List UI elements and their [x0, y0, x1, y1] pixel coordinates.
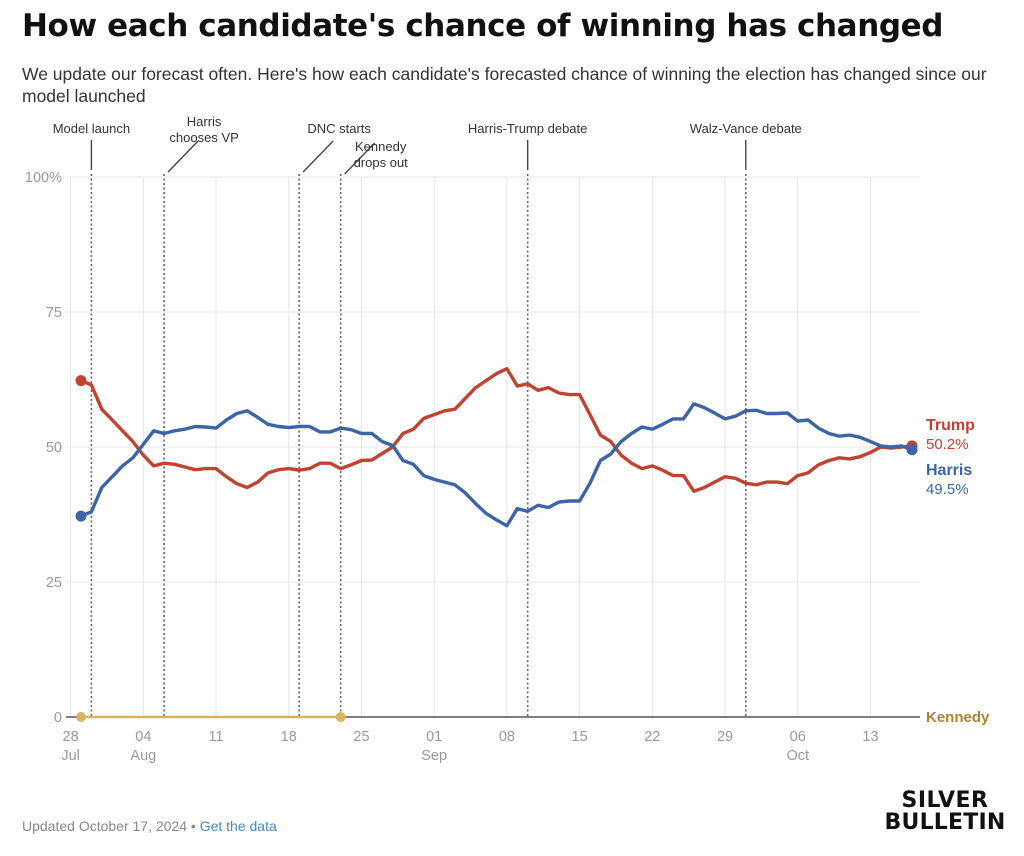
event-leader: [302, 140, 334, 173]
chart-subtitle: We update our forecast often. Here's how…: [22, 64, 987, 106]
event-leader: [167, 140, 199, 173]
chart-labels: Trump 50.2% Harris 49.5% Kennedy: [926, 417, 990, 726]
grid-layer: 28 Jul 04 Aug 11 18 25 01 Sep 08 15 22 29 06 Oct 13 0 25 5…: [25, 170, 920, 764]
event-label: DNC starts: [307, 121, 371, 136]
trump-line: [79, 367, 914, 493]
harris-end-point: [906, 444, 918, 456]
y-tick-label: 0: [54, 710, 62, 726]
y-tick-label: 25: [46, 575, 62, 591]
harris-final-value: 49.5%: [926, 481, 969, 498]
x-tick-month-label: Sep: [421, 748, 447, 764]
get-the-data-link[interactable]: Get the data: [199, 818, 277, 834]
event-label: drops out: [354, 155, 409, 170]
x-tick-label: 18: [281, 729, 297, 745]
x-tick-label: 08: [499, 729, 515, 745]
x-tick-label: 15: [572, 729, 588, 745]
x-tick-label: 04: [135, 729, 151, 745]
trump-start-point: [75, 375, 87, 387]
line-chart: 28 Jul 04 Aug 11 18 25 01 Sep 08 15 22 29 06 Oct 13 0 25 5…: [25, 114, 990, 764]
x-tick-label: 01: [426, 729, 442, 745]
footer: Updated October 17, 2024 • Get the data: [22, 818, 277, 834]
kennedy-start-point: [76, 712, 86, 722]
event-label: Harris: [187, 114, 222, 129]
trump-series-label: Trump: [926, 417, 975, 434]
x-tick-label: 06: [790, 729, 806, 745]
x-tick-month-label: Oct: [786, 748, 809, 764]
x-tick-label: 25: [353, 729, 369, 745]
harris-series-label: Harris: [926, 462, 972, 479]
harris-start-point: [75, 510, 87, 522]
x-tick-month-label: Aug: [130, 748, 156, 764]
kennedy-series-label: Kennedy: [926, 709, 990, 726]
harris-line: [79, 402, 914, 528]
x-tick-month-label: Jul: [61, 748, 80, 764]
kennedy-end-point: [335, 712, 346, 722]
event-label: Walz-Vance debate: [690, 121, 802, 136]
event-leader: [344, 142, 376, 175]
x-tick-label: 13: [862, 729, 878, 745]
series-lines: [75, 367, 918, 722]
trump-final-value: 50.2%: [926, 436, 969, 453]
logo-line-2: BULLETIN: [884, 810, 1006, 835]
y-tick-label: 75: [46, 305, 62, 321]
event-label: Harris-Trump debate: [468, 121, 587, 136]
updated-date: Updated October 17, 2024: [22, 818, 188, 834]
y-tick-label: 50: [46, 440, 62, 456]
logo-line-1: SILVER: [901, 788, 989, 813]
event-label: Kennedy: [355, 139, 407, 154]
x-tick-label: 11: [209, 729, 224, 745]
y-tick-label: 100%: [25, 170, 62, 186]
event-label: chooses VP: [169, 130, 238, 145]
chart-title: How each candidate's chance of winning h…: [22, 8, 944, 44]
x-tick-label: 29: [717, 729, 733, 745]
footer-separator: •: [187, 818, 200, 834]
x-tick-label: 28: [63, 729, 79, 745]
x-tick-label: 22: [644, 729, 660, 745]
silver-bulletin-logo: SILVER BULLETIN: [880, 790, 1010, 834]
event-label: Model launch: [53, 121, 130, 136]
